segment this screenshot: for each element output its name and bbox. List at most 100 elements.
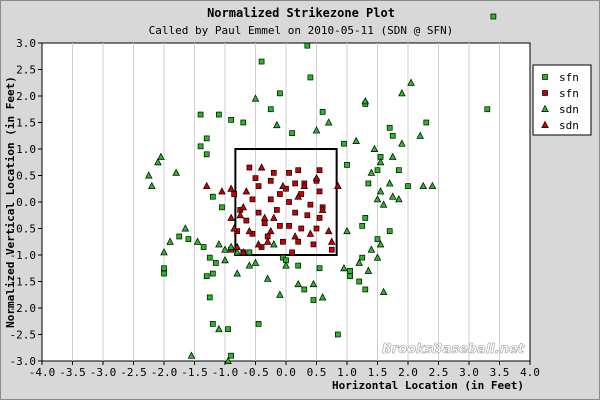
data-point-series-1 xyxy=(267,177,274,184)
data-point-series-0 xyxy=(319,109,326,115)
data-point-series-2 xyxy=(227,242,235,250)
data-point-series-0 xyxy=(405,183,411,189)
data-point-series-0 xyxy=(374,236,381,242)
data-point-series-2 xyxy=(376,157,385,166)
x-tick-label: 2.0 xyxy=(398,366,418,379)
data-point-series-2 xyxy=(355,258,363,266)
data-point-series-2 xyxy=(367,168,376,176)
data-point-series-0 xyxy=(203,273,210,280)
data-point-series-0 xyxy=(185,236,192,242)
data-point-series-2 xyxy=(251,258,260,266)
data-point-series-2 xyxy=(376,187,385,195)
x-tick-label: -1.5 xyxy=(181,366,208,379)
data-point-series-2 xyxy=(385,179,394,187)
data-point-series-1 xyxy=(313,225,320,232)
data-point-series-0 xyxy=(490,13,497,20)
data-point-series-3 xyxy=(218,187,226,195)
data-point-series-3 xyxy=(227,213,235,221)
data-point-series-3 xyxy=(263,237,272,245)
data-point-series-0 xyxy=(344,162,350,168)
data-point-series-0 xyxy=(197,111,204,118)
data-point-series-3 xyxy=(233,242,241,250)
data-point-series-3 xyxy=(245,226,254,235)
data-point-series-3 xyxy=(236,210,245,219)
data-point-series-2 xyxy=(416,131,424,139)
data-point-series-3 xyxy=(294,192,302,200)
data-point-series-0 xyxy=(301,286,308,293)
legend-marker-2 xyxy=(541,104,549,112)
data-point-series-2 xyxy=(193,237,202,245)
y-tick-label: -3.0 xyxy=(10,355,37,368)
data-point-series-0 xyxy=(362,215,369,221)
legend-label-2: sdn xyxy=(559,103,579,116)
y-tick-label: -2.0 xyxy=(10,302,37,315)
data-point-series-2 xyxy=(224,356,232,364)
y-tick-label: -1.0 xyxy=(10,249,37,262)
legend-marker-0 xyxy=(542,74,548,80)
data-point-series-1 xyxy=(286,223,292,229)
data-point-series-2 xyxy=(398,89,406,97)
data-marks-layer xyxy=(144,13,497,364)
data-point-series-3 xyxy=(202,181,211,190)
data-point-series-0 xyxy=(347,273,353,280)
x-axis-label: Horizontal Location (in Feet) xyxy=(332,379,524,392)
legend: sfn sfn sdn sdn xyxy=(532,64,592,136)
data-point-series-0 xyxy=(396,167,402,174)
data-point-series-0 xyxy=(359,254,366,261)
data-point-series-0 xyxy=(484,106,491,113)
chart-title: Normalized Strikezone Plot xyxy=(207,6,395,20)
data-point-series-3 xyxy=(257,163,266,171)
data-point-series-2 xyxy=(148,181,156,190)
data-point-series-1 xyxy=(286,199,292,205)
data-point-series-0 xyxy=(304,42,311,49)
data-point-series-0 xyxy=(374,167,381,174)
data-point-series-2 xyxy=(419,181,428,190)
y-tick-label: 3.0 xyxy=(16,37,36,50)
data-point-series-2 xyxy=(428,181,437,190)
data-point-series-1 xyxy=(292,180,298,187)
data-point-series-1 xyxy=(286,170,292,176)
data-point-series-3 xyxy=(239,203,248,211)
data-point-series-1 xyxy=(267,196,274,203)
data-point-series-3 xyxy=(318,205,327,213)
legend-marker-3 xyxy=(541,120,549,128)
data-point-series-1 xyxy=(255,183,262,189)
data-point-series-0 xyxy=(203,135,210,142)
y-tick-label: 1.5 xyxy=(16,117,36,130)
x-tick-label: 0.0 xyxy=(276,366,296,379)
data-point-series-2 xyxy=(398,139,406,147)
data-point-series-2 xyxy=(282,261,290,269)
data-point-series-2 xyxy=(364,266,373,274)
data-point-series-3 xyxy=(230,224,238,232)
y-tick-labels: 3.0 2.5 2.0 1.5 1.0 0.5 0.0 -0.5 -1.0 -1.5 -2.0 -2.… xyxy=(10,37,37,368)
data-point-series-0 xyxy=(206,294,213,301)
data-point-series-0 xyxy=(228,352,234,359)
x-tick-label: -3.5 xyxy=(59,366,86,379)
y-tick-label: -1.5 xyxy=(10,276,37,289)
data-point-series-3 xyxy=(254,240,263,248)
data-point-series-1 xyxy=(295,238,302,245)
data-point-series-2 xyxy=(388,192,397,200)
data-point-series-3 xyxy=(260,213,269,221)
x-tick-label: -1.0 xyxy=(212,366,239,379)
data-point-series-2 xyxy=(388,152,397,160)
x-tick-label: -3.0 xyxy=(90,366,117,379)
data-point-series-3 xyxy=(242,187,251,195)
data-point-series-0 xyxy=(335,331,341,338)
data-point-series-1 xyxy=(252,175,259,181)
legend-items: sfn sfn sdn sdn xyxy=(541,71,579,132)
data-point-series-3 xyxy=(279,181,287,190)
data-point-series-2 xyxy=(309,279,318,288)
data-point-series-2 xyxy=(379,287,388,296)
data-point-series-2 xyxy=(340,263,348,272)
data-point-series-0 xyxy=(386,228,393,234)
data-point-series-2 xyxy=(172,168,180,176)
legend-label-3: sdn xyxy=(559,119,579,132)
y-tick-label: 2.5 xyxy=(16,64,36,77)
data-point-series-0 xyxy=(228,116,234,123)
y-tick-label: 1.0 xyxy=(16,143,36,156)
data-point-series-2 xyxy=(376,240,385,248)
data-point-series-3 xyxy=(312,173,321,182)
data-point-series-1 xyxy=(292,209,298,216)
